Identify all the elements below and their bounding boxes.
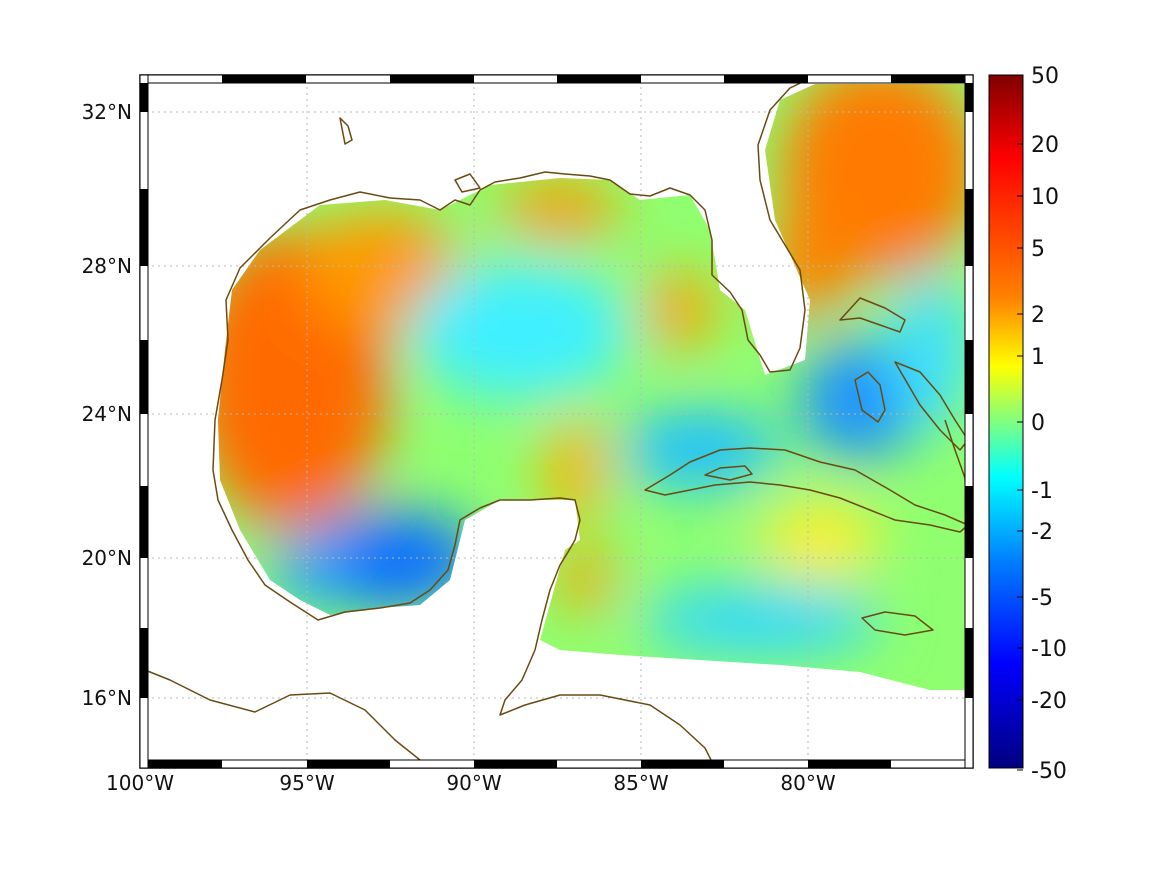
map-frame: [139, 74, 974, 769]
lon-label: 95°W: [279, 771, 334, 795]
colorbar-tick-label: 5: [1031, 237, 1045, 262]
colorbar-tick-label: -1: [1031, 479, 1053, 504]
heat-blob-atlantic-east: [890, 270, 965, 430]
latitude-labels: 32°N 28°N 24°N 20°N 16°N: [82, 100, 132, 710]
colorbar-tick-label: 0: [1031, 411, 1045, 436]
lon-label: 100°W: [106, 771, 174, 795]
coastline-sc-islands: [339, 117, 353, 145]
lat-label: 32°N: [82, 100, 132, 124]
heat-blob-honduras: [555, 550, 615, 610]
colorbar-tick-label: 10: [1031, 185, 1059, 210]
coastline-belize-honduras: [499, 649, 716, 769]
longitude-labels: 100°W 95°W 90°W 85°W 80°W: [106, 771, 836, 795]
heat-blob-east-gulf-eddy: [645, 270, 715, 350]
coastline-mexico-gulf: [212, 469, 581, 651]
colorbar-tick-label: -20: [1031, 689, 1067, 714]
lat-label: 20°N: [82, 546, 132, 570]
coastline-jamaica: [861, 611, 934, 636]
heat-blob-caribbean-yellow: [760, 500, 880, 580]
colorbar-tick-label: -2: [1031, 520, 1053, 545]
colorbar-tick-label: 20: [1031, 133, 1059, 158]
coastline-isle-of-youth: [704, 465, 753, 481]
lat-label: 28°N: [82, 254, 132, 278]
heat-blob-florida-straits: [620, 410, 780, 490]
lon-label: 80°W: [780, 771, 835, 795]
coastline-central-america: [139, 667, 431, 769]
lat-label: 16°N: [82, 686, 132, 710]
heat-blob-campeche-west: [270, 535, 350, 605]
lat-label: 24°N: [82, 402, 132, 426]
map-grid: [140, 75, 973, 768]
colorbar-tick-label: 2: [1031, 303, 1045, 328]
coastline-cuba: [644, 447, 969, 533]
colorbar-tick-label: -10: [1031, 637, 1067, 662]
coastline-bahamas-north: [839, 297, 906, 333]
colorbar-tick-label: -5: [1031, 586, 1053, 611]
heat-blob-caribbean-south: [640, 585, 880, 655]
colorbar-tick-label: 1: [1031, 345, 1045, 370]
coastline-andros: [854, 371, 886, 423]
heat-blob-central-gulf: [410, 260, 630, 400]
coastline-mississippi-delta: [454, 173, 481, 193]
lon-label: 85°W: [613, 771, 668, 795]
heat-blob-mobile-bay: [500, 180, 620, 240]
colorbar-tick-label: -50: [1031, 759, 1067, 784]
lon-label: 90°W: [446, 771, 501, 795]
coastline-us-gulf: [212, 75, 816, 471]
colorbar-tick-label: 50: [1031, 64, 1059, 89]
heat-blob-texas-shelf: [300, 210, 460, 330]
coastlines: [139, 75, 969, 769]
